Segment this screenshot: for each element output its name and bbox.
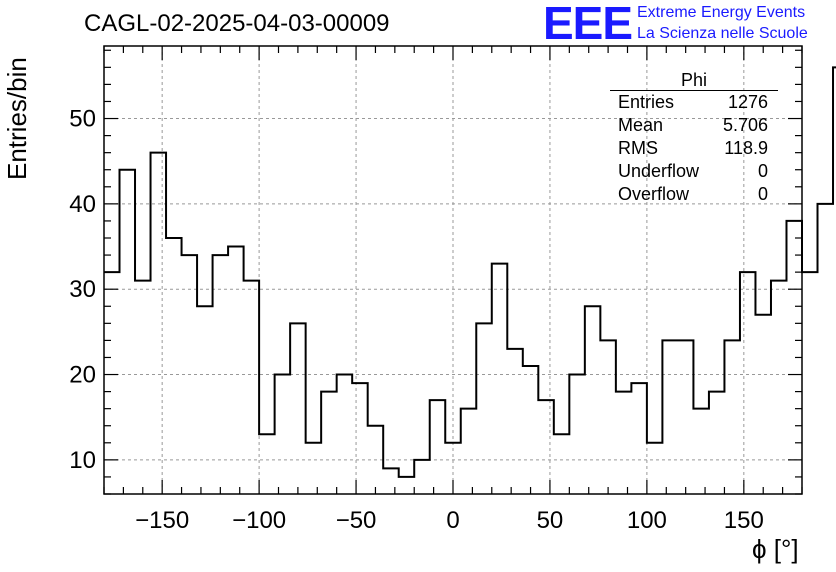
histogram-bin [228,247,244,494]
stats-value: 0 [757,184,768,204]
histogram-bin [197,306,213,494]
eee-logo: EEE [543,0,633,49]
histogram-bin [383,468,399,494]
histogram-bin [213,255,229,494]
histogram-bin [647,443,663,494]
histogram-bin [259,434,275,494]
histogram-bin [399,477,415,494]
chart-title: CAGL-02-2025-04-03-00009 [84,10,390,37]
histogram-bin [430,400,446,494]
y-tick-label: 30 [69,276,96,303]
histogram-bin [244,281,260,494]
stats-row-mean: Mean 5.706 [610,114,778,137]
histogram-bin [569,375,585,494]
histogram-bin [321,392,337,494]
x-tick-label: 150 [724,507,764,534]
stats-box: Phi Entries 1276 Mean 5.706 RMS 118.9 Un… [610,70,778,206]
histogram-bin [492,264,508,494]
histogram-bin [709,392,725,494]
stats-row-rms: RMS 118.9 [610,137,778,160]
histogram-bin [523,366,539,494]
histogram-bin [135,281,151,494]
histogram-bin [616,392,632,494]
stats-row-entries: Entries 1276 [610,91,778,114]
histogram-bin [802,272,818,494]
histogram-bin [337,375,353,494]
histogram-bin [818,204,834,494]
histogram-bin [507,349,523,494]
histogram-bin [290,323,306,494]
histogram-bin [166,238,182,494]
histogram-bin [352,383,368,494]
x-axis-label: ϕ [°] [752,534,799,564]
histogram-bin [182,255,198,494]
stats-value: 5.706 [722,115,768,135]
stats-row-overflow: Overflow 0 [610,183,778,206]
histogram-bin [740,272,756,494]
histogram-bin [600,340,616,494]
stats-label: Entries [618,92,675,112]
stats-value: 0 [757,161,768,181]
histogram-bin [538,400,554,494]
histogram-bin [662,340,678,494]
x-tick-label: 0 [446,507,459,534]
histogram-bin [755,315,771,494]
y-tick-label: 50 [69,106,96,133]
x-tick-label: 100 [627,507,667,534]
stats-label: Mean [618,115,664,135]
stats-value: 1276 [727,92,768,112]
histogram-bin [476,323,492,494]
histogram-bin [151,153,167,494]
stats-title: Phi [610,70,778,91]
histogram-bin [724,340,740,494]
x-tick-label: −50 [336,507,377,534]
y-tick-label: 10 [69,447,96,474]
histogram-bin [120,170,136,494]
histogram-bin [306,443,322,494]
histogram-bin [104,272,120,494]
x-tick-label: −100 [232,507,286,534]
histogram-line [104,66,836,478]
histogram-bin [461,409,477,494]
histogram-bin [554,434,570,494]
histogram-bin [693,409,709,494]
y-tick-label: 40 [69,191,96,218]
stats-label: Underflow [618,161,700,181]
histogram-bin [414,460,430,494]
x-tick-label: −150 [135,507,189,534]
stats-value: 118.9 [724,138,768,158]
y-axis-label: Entries/bin [2,57,32,180]
logo-line-2: La Scienza nelle Scuole [637,25,808,42]
x-tick-label: 50 [537,507,564,534]
histogram-bin [678,340,694,494]
stats-label: RMS [618,138,658,158]
histogram-bin [771,281,787,494]
histogram-bin [368,426,384,494]
histogram-bin [275,375,291,494]
logo-line-1: Extreme Energy Events [637,4,806,21]
y-tick-label: 20 [69,362,96,389]
stats-row-underflow: Underflow 0 [610,160,778,183]
stats-label: Overflow [618,184,690,204]
histogram-bin [631,383,647,494]
histogram-bin [585,306,601,494]
